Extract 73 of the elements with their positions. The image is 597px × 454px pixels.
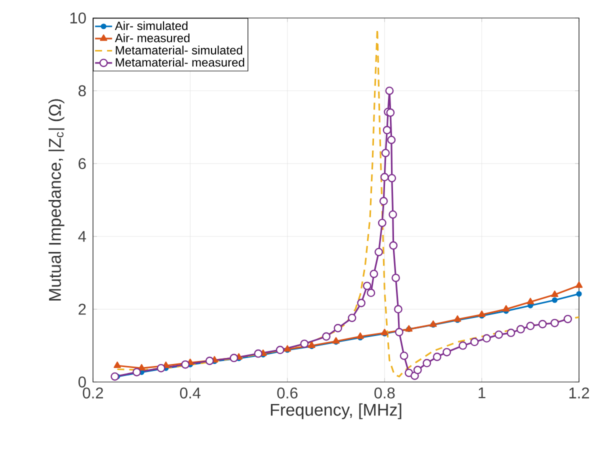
point [334,324,342,332]
point [322,332,330,341]
x-tick-label: 1 [478,388,486,398]
y-tick-label: 4 [78,231,86,242]
point [552,297,558,303]
y-tick-label: 2 [78,304,86,315]
point [551,290,558,297]
y-tick-label: 6 [78,158,86,170]
point [413,366,422,374]
point [470,338,479,346]
point [357,298,366,308]
point [374,248,383,256]
point [392,274,400,282]
point [114,362,121,368]
legend-label: Metamaterial- measured [116,58,244,67]
point [458,341,468,350]
point [389,241,398,250]
point [526,298,534,304]
point [385,86,394,95]
point [362,282,372,290]
point [482,334,491,343]
y-axis-title: Mutual Impedance, |Z$_{c}$| (Ω) [48,99,64,300]
point [526,322,535,330]
x-tick-label: 0.8 [374,388,395,398]
point [356,332,364,339]
point [538,320,547,328]
point [378,218,386,228]
point [181,360,190,369]
point [394,328,404,336]
y-tick-label: 10 [70,12,86,24]
point [348,314,356,322]
x-axis-title: Frequency, [MHz] [270,403,402,420]
point [387,136,396,144]
legend-label: Metamaterial- simulated [116,46,242,54]
point [432,352,442,362]
point [506,328,516,338]
point [382,126,392,134]
point [516,325,525,334]
point [132,368,141,376]
point [386,108,395,117]
point [276,346,284,354]
point [300,340,309,348]
point [576,291,582,297]
point [564,314,572,324]
point [388,210,398,219]
point [370,270,378,278]
point [110,372,120,381]
legend-label: Air- simulated [114,21,188,30]
x-tick-label: 0.2 [82,388,103,398]
point [379,196,388,206]
point [494,330,504,339]
x-tick-label: 0.6 [277,388,298,398]
point [388,174,396,182]
legend-label: Air- measured [114,33,190,42]
point [230,354,238,362]
point [575,281,583,288]
point [366,288,376,298]
point [138,364,146,371]
point [156,364,166,372]
point [380,172,389,182]
point [394,305,402,314]
point [381,148,390,158]
point [422,358,432,368]
y-tick-label: 8 [78,85,86,96]
point [442,348,452,356]
point [502,305,510,312]
x-tick-label: 1.2 [569,388,590,398]
y-tick-label: 0 [78,376,86,388]
x-tick-label: 0.4 [180,388,201,398]
point [400,352,408,360]
point [254,349,262,358]
point [550,318,559,328]
point [205,356,214,366]
